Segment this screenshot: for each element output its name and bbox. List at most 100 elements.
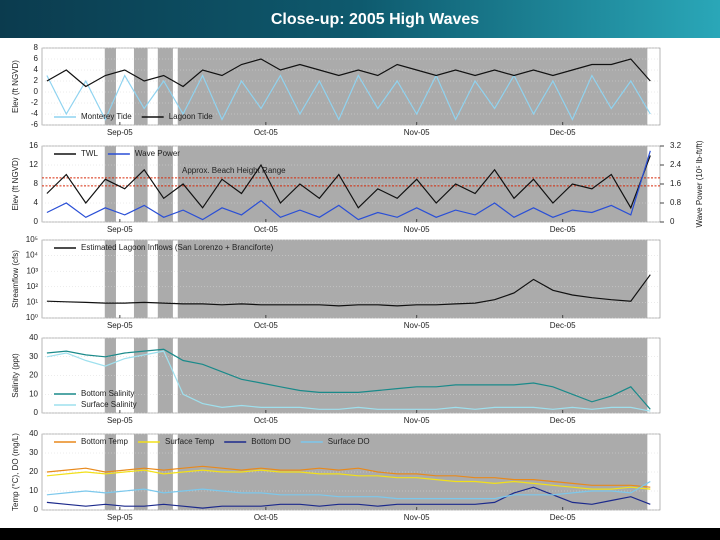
series-line bbox=[46, 465, 651, 488]
x-tick-label: Sep-05 bbox=[107, 416, 133, 425]
series-line bbox=[46, 350, 651, 412]
y-axis-label: Temp (°C), DO (mg/L) bbox=[11, 433, 20, 511]
footer-bar bbox=[0, 528, 720, 540]
series-line bbox=[46, 74, 651, 121]
series-line bbox=[46, 480, 651, 500]
shaded-span bbox=[104, 240, 116, 318]
shaded-span bbox=[104, 48, 116, 125]
series-line bbox=[46, 150, 651, 221]
shaded-span bbox=[157, 48, 173, 125]
shaded-span bbox=[177, 434, 648, 510]
y-tick-label: 2 bbox=[34, 76, 39, 85]
y-tick-label: 20 bbox=[29, 371, 38, 380]
y2-tick-label: 0 bbox=[670, 217, 675, 226]
x-tick-label: Nov-05 bbox=[404, 416, 430, 425]
shaded-span bbox=[133, 48, 148, 125]
x-tick-label: Dec-05 bbox=[550, 225, 576, 234]
legend-label: TWL bbox=[81, 149, 98, 158]
y-tick-label: 40 bbox=[29, 333, 38, 342]
y-tick-label: -2 bbox=[31, 98, 39, 107]
y-tick-label: 16 bbox=[29, 141, 38, 150]
x-tick-label: Oct-05 bbox=[254, 513, 279, 522]
legend-label: Bottom Salinity bbox=[81, 389, 134, 398]
y-tick-label: 8 bbox=[34, 43, 39, 52]
y-tick-label: 4 bbox=[34, 65, 39, 74]
y-tick-label: 10² bbox=[26, 282, 38, 291]
legend-label: Surface Salinity bbox=[81, 400, 137, 409]
y2-tick-label: 3.2 bbox=[670, 141, 682, 150]
x-tick-label: Oct-05 bbox=[254, 416, 279, 425]
y-tick-label: 30 bbox=[29, 352, 38, 361]
shaded-span bbox=[104, 146, 116, 222]
x-tick-label: Dec-05 bbox=[550, 321, 576, 330]
legend-label: Bottom DO bbox=[251, 437, 291, 446]
y-tick-label: 30 bbox=[29, 448, 38, 457]
x-tick-label: Sep-05 bbox=[107, 321, 133, 330]
y-axis-label: Salinity (ppt) bbox=[11, 353, 20, 398]
shaded-span bbox=[104, 338, 116, 413]
series-line bbox=[46, 469, 651, 490]
y-tick-label: 10⁴ bbox=[26, 251, 39, 260]
y-tick-label: 12 bbox=[29, 160, 38, 169]
y-tick-label: 0 bbox=[34, 217, 39, 226]
x-tick-label: Oct-05 bbox=[254, 225, 279, 234]
x-tick-label: Dec-05 bbox=[550, 513, 576, 522]
y-axis-label: Streamflow (cfs) bbox=[11, 250, 20, 308]
x-tick-label: Sep-05 bbox=[107, 225, 133, 234]
x-tick-label: Nov-05 bbox=[404, 321, 430, 330]
y-tick-label: 10⁰ bbox=[26, 313, 38, 322]
series-line bbox=[46, 274, 651, 307]
y-tick-label: 8 bbox=[34, 179, 39, 188]
x-tick-label: Nov-05 bbox=[404, 225, 430, 234]
x-tick-label: Dec-05 bbox=[550, 416, 576, 425]
legend-label: Surface Temp bbox=[165, 437, 215, 446]
y-axis-label: Elev (ft NGVD) bbox=[11, 157, 20, 210]
legend-label: Surface DO bbox=[328, 437, 370, 446]
y-tick-label: 10³ bbox=[26, 266, 38, 275]
x-tick-label: Oct-05 bbox=[254, 128, 279, 137]
y2-tick-label: 1.6 bbox=[670, 179, 682, 188]
series-line bbox=[46, 486, 651, 509]
legend-label: Wave Power bbox=[135, 149, 180, 158]
shaded-span bbox=[157, 240, 173, 318]
x-tick-label: Oct-05 bbox=[254, 321, 279, 330]
x-tick-label: Nov-05 bbox=[404, 128, 430, 137]
annotation: Approx. Beach Height Range bbox=[182, 166, 286, 175]
x-tick-label: Nov-05 bbox=[404, 513, 430, 522]
y-tick-label: -4 bbox=[31, 109, 39, 118]
series-line bbox=[46, 348, 651, 410]
y2-axis-label: Wave Power (10⁵ lb-ft/ft) bbox=[695, 140, 704, 227]
shaded-span bbox=[133, 434, 148, 510]
series-line bbox=[46, 58, 651, 88]
y2-tick-label: 2.4 bbox=[670, 160, 682, 169]
slide-title: Close-up: 2005 High Waves bbox=[271, 11, 479, 28]
y-tick-label: 0 bbox=[34, 505, 39, 514]
y-tick-label: 10⁵ bbox=[26, 235, 38, 244]
legend-label: Estimated Lagoon Inflows (San Lorenzo + … bbox=[81, 243, 274, 252]
x-tick-label: Sep-05 bbox=[107, 513, 133, 522]
y-tick-label: 20 bbox=[29, 467, 38, 476]
legend-label: Monterey Tide bbox=[81, 112, 132, 121]
y-axis-label: Elev (ft NGVD) bbox=[11, 60, 20, 113]
y-tick-label: -6 bbox=[31, 120, 39, 129]
series-line bbox=[46, 155, 651, 210]
title-bar bbox=[0, 0, 720, 38]
x-tick-label: Dec-05 bbox=[550, 128, 576, 137]
y-tick-label: 4 bbox=[34, 198, 39, 207]
y2-tick-label: 0.8 bbox=[670, 198, 682, 207]
shaded-span bbox=[177, 48, 648, 125]
legend-label: Lagoon Tide bbox=[169, 112, 214, 121]
y-tick-label: 10¹ bbox=[26, 298, 38, 307]
y-tick-label: 0 bbox=[34, 87, 39, 96]
y-tick-label: 10 bbox=[29, 389, 38, 398]
y-tick-label: 10 bbox=[29, 486, 38, 495]
legend-label: Bottom Temp bbox=[81, 437, 129, 446]
shaded-span bbox=[133, 240, 148, 318]
y-tick-label: 0 bbox=[34, 408, 39, 417]
shaded-span bbox=[177, 338, 648, 413]
y-tick-label: 6 bbox=[34, 54, 39, 63]
y-tick-label: 40 bbox=[29, 429, 38, 438]
x-tick-label: Sep-05 bbox=[107, 128, 133, 137]
